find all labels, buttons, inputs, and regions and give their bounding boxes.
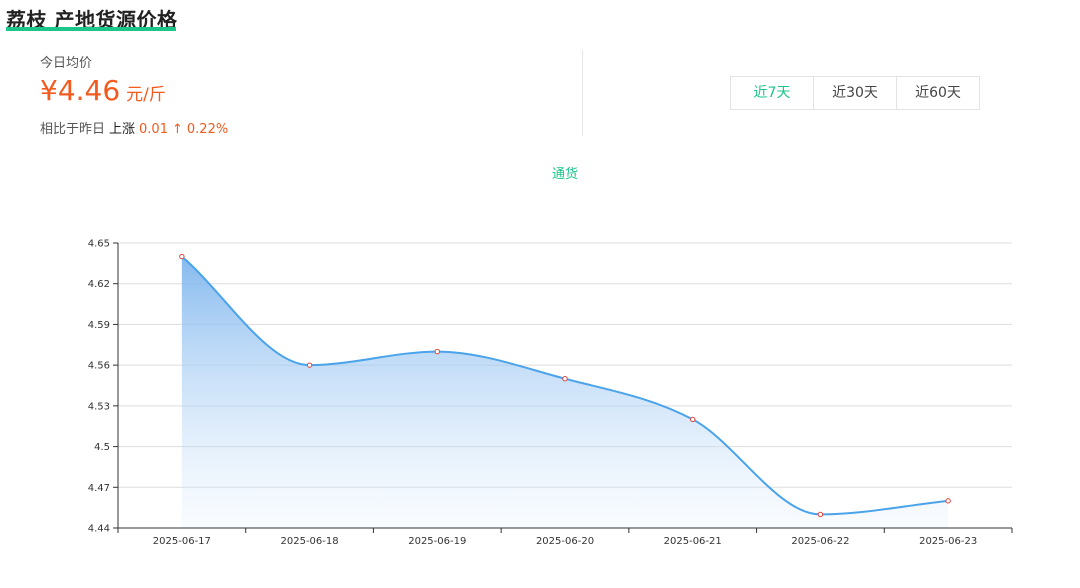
y-tick-label: 4.44	[88, 524, 110, 535]
x-tick-label: 2025-06-18	[281, 536, 339, 547]
y-tick-label: 4.53	[88, 401, 110, 412]
x-tick-label: 2025-06-17	[153, 536, 211, 547]
y-tick-label: 4.62	[88, 279, 110, 290]
compare-label: 相比于昨日	[40, 122, 106, 137]
price-unit: 元/斤	[126, 85, 166, 105]
title-underline	[6, 27, 176, 31]
y-tick-label: 4.56	[88, 361, 110, 372]
compare-row: 相比于昨日 上涨 0.01 ↑ 0.22%	[40, 118, 228, 137]
data-point-2025-06-17[interactable]	[179, 253, 185, 260]
y-tick-label: 4.5	[94, 442, 110, 453]
data-point-2025-06-19[interactable]	[434, 348, 440, 355]
compare-percent: 0.22%	[186, 122, 229, 137]
tab-30-days[interactable]: 近30天	[813, 77, 896, 109]
tab-7-days[interactable]: 近7天	[731, 77, 813, 109]
tab-60-days[interactable]: 近60天	[896, 77, 979, 109]
compare-change: 0.01	[139, 122, 168, 137]
series-area-fill	[181, 256, 949, 528]
price-label: 今日均价	[40, 56, 93, 71]
x-tick-label: 2025-06-20	[536, 536, 594, 547]
panel-divider	[582, 50, 583, 136]
range-tabs: 近7天 近30天 近60天	[730, 76, 980, 110]
up-arrow-icon: ↑	[171, 122, 183, 137]
price-value: ¥4.46	[40, 74, 121, 107]
y-tick-label: 4.65	[88, 239, 110, 250]
price-row: ¥4.46 元/斤	[40, 74, 166, 107]
x-tick-label: 2025-06-21	[664, 536, 722, 547]
data-point-2025-06-23[interactable]	[945, 498, 951, 504]
data-point-2025-06-21[interactable]	[690, 416, 696, 423]
y-tick-label: 4.59	[88, 320, 110, 331]
y-tick-label: 4.47	[88, 483, 110, 494]
x-tick-label: 2025-06-19	[408, 536, 466, 547]
compare-direction: 上涨	[109, 122, 136, 137]
legend-series-tonghuo[interactable]: 通货	[551, 167, 578, 182]
price-chart: 4.44 4.47 4.5 4.53 4.56 4.59 4.62 4.65 2025-06-…	[88, 239, 1013, 547]
price-panel: 今日均价 ¥4.46 元/斤 相比于昨日 上涨 0.01 ↑ 0.22%	[40, 52, 580, 137]
data-point-2025-06-22[interactable]	[817, 511, 824, 518]
x-tick-label: 2025-06-22	[791, 536, 849, 547]
data-point-2025-06-20[interactable]	[562, 376, 568, 382]
data-point-2025-06-18[interactable]	[306, 362, 313, 368]
x-tick-label: 2025-06-23	[919, 536, 977, 547]
